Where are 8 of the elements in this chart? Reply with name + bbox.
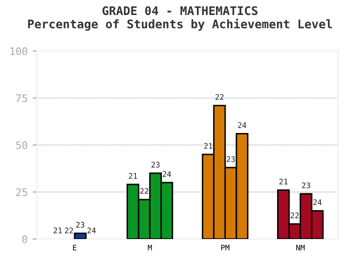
y-tick-label: 100 (10, 47, 28, 56)
y-tick-label: 75 (16, 94, 28, 102)
y-tick-label: 25 (16, 188, 28, 196)
chart-title: GRADE 04 - MATHEMATICS (102, 6, 258, 16)
bar (74, 232, 87, 239)
y-tick-label: 50 (16, 141, 28, 150)
chart-subtitle: Percentage of Students by Achievement Level (28, 18, 332, 31)
y-tick-label: 0 (22, 235, 28, 244)
